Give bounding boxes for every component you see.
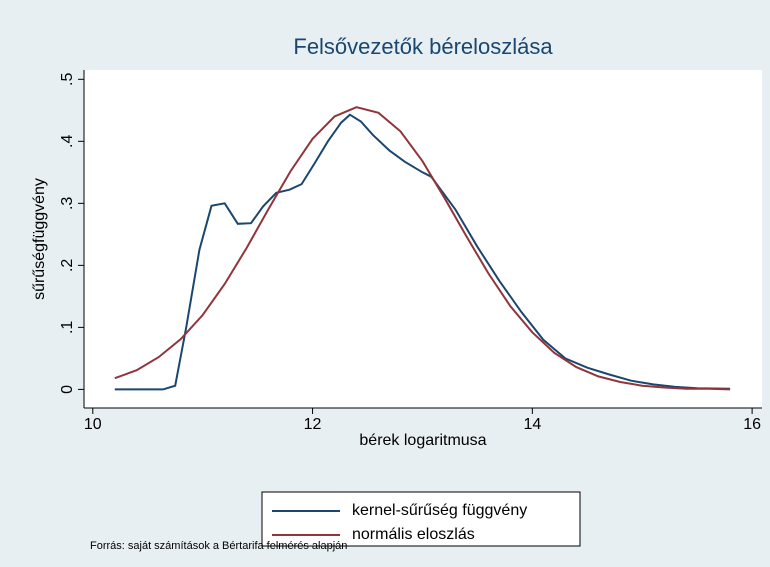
x-tick-label: 12: [304, 416, 322, 433]
y-tick-label: .3: [59, 197, 76, 210]
legend-label: kernel-sűrűség függvény: [352, 502, 527, 519]
x-tick-label: 16: [743, 416, 761, 433]
line-series: [114, 113, 731, 391]
x-tick-label: 14: [523, 416, 541, 433]
chart-title: Felsővezetők béreloszlása: [293, 34, 553, 59]
x-axis-label: bérek logaritmusa: [359, 432, 486, 449]
y-tick-label: .5: [59, 73, 76, 86]
y-axis-label: sűrűségfüggvény: [31, 178, 48, 300]
y-tick-label: 0: [59, 385, 76, 394]
source-note: Forrás: saját számítások a Bértarifa fel…: [90, 540, 347, 552]
line-series: [114, 106, 731, 391]
plot-area: [84, 70, 762, 408]
y-tick-label: .4: [59, 135, 76, 148]
y-tick-label: .1: [59, 321, 76, 334]
x-tick-label: 10: [84, 416, 102, 433]
y-tick-label: .2: [59, 259, 76, 272]
legend: [261, 491, 581, 547]
legend-label: normális eloszlás: [352, 526, 475, 543]
